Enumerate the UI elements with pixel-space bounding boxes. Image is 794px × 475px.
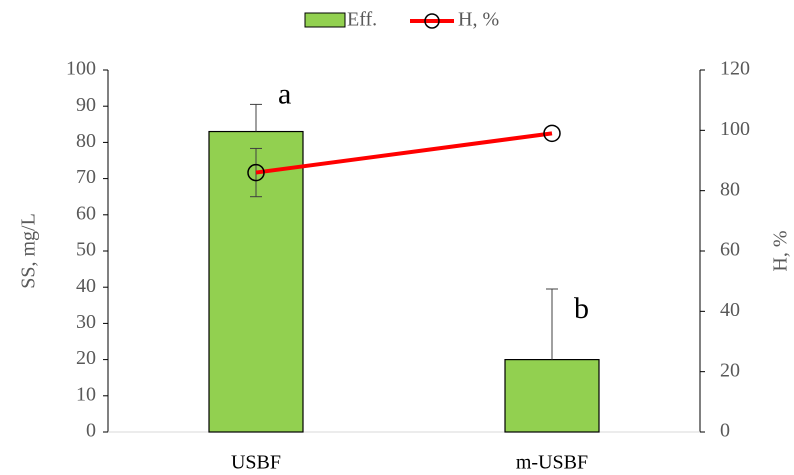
- bar: [208, 130, 304, 433]
- annotation: b: [574, 292, 589, 325]
- legend-marker: [424, 13, 440, 29]
- y-tick-label: 80: [76, 130, 96, 152]
- y2-tick-label: 100: [720, 118, 750, 140]
- y-tick-label: 20: [76, 347, 96, 369]
- line: [255, 131, 553, 175]
- y-tick-label: 70: [76, 166, 96, 188]
- marker: [543, 124, 561, 143]
- legend-label: Eff.: [347, 9, 377, 31]
- y-tick-label: 100: [66, 58, 96, 80]
- y2-tick-label: 120: [720, 58, 750, 80]
- y-tick-label: 40: [76, 275, 96, 297]
- annotation: a: [278, 77, 291, 110]
- y2-tick-label: 60: [720, 239, 740, 261]
- y-tick-label: 90: [76, 94, 96, 116]
- legend-label: H, %: [458, 9, 499, 31]
- y-tick-label: 60: [76, 202, 96, 224]
- marker: [247, 163, 265, 182]
- y2-tick-label: 80: [720, 178, 740, 200]
- y2-tick-label: 20: [720, 359, 740, 381]
- bar: [504, 359, 600, 433]
- y-tick-label: 0: [86, 420, 96, 442]
- x-tick-label: USBF: [231, 452, 281, 474]
- y-tick-label: 50: [76, 239, 96, 261]
- y2-tick-label: 0: [720, 420, 730, 442]
- legend-swatch: [304, 12, 346, 28]
- y-tick-label: 10: [76, 383, 96, 405]
- y2-axis-label: H, %: [770, 230, 792, 271]
- y2-tick-label: 40: [720, 299, 740, 321]
- x-tick-label: m-USBF: [516, 452, 588, 474]
- y-axis-label: SS, mg/L: [18, 213, 40, 289]
- y-tick-label: 30: [76, 311, 96, 333]
